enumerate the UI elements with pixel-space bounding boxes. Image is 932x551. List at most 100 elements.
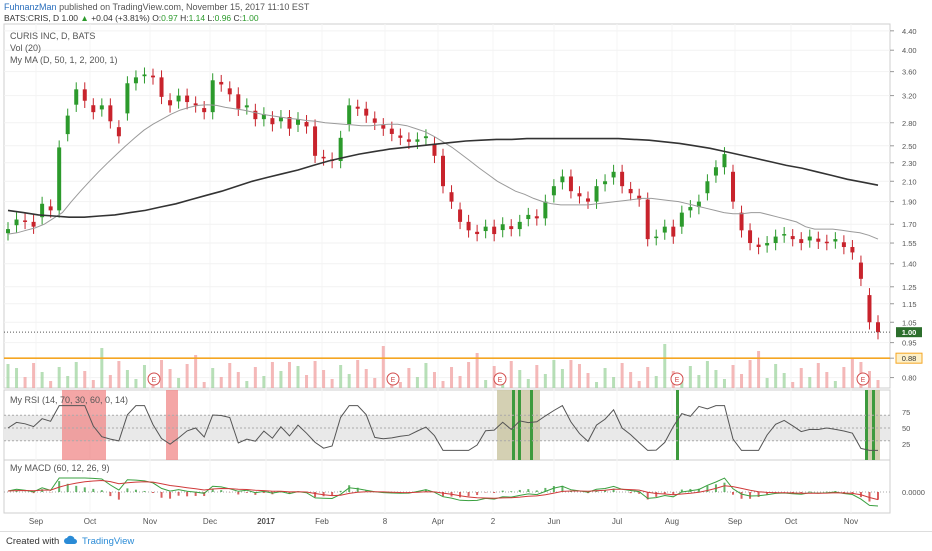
candle-body — [492, 227, 496, 234]
volume-bar — [92, 380, 95, 388]
macd-histogram-bar — [237, 492, 239, 494]
volume-bar — [58, 367, 61, 388]
volume-bar — [587, 373, 590, 388]
candle-body — [305, 122, 309, 126]
volume-bar — [194, 355, 197, 388]
macd-histogram-bar — [741, 492, 743, 499]
candle-body — [740, 213, 744, 231]
macd-histogram-bar — [92, 489, 94, 492]
price-tick-label: 1.40 — [902, 260, 917, 269]
macd-histogram-bar — [263, 492, 265, 493]
candle-body — [313, 126, 317, 155]
candle-body — [808, 237, 812, 241]
candle-body — [603, 181, 607, 184]
candle-body — [202, 108, 206, 112]
volume-bar — [279, 371, 282, 388]
candle-body — [415, 139, 419, 141]
candle-body — [211, 80, 215, 112]
price-tick-label: 4.40 — [902, 27, 917, 36]
price-tick-label: 3.20 — [902, 92, 917, 101]
time-tick-label: Oct — [785, 517, 798, 526]
candle-body — [66, 116, 70, 134]
candle-body — [850, 247, 854, 252]
volume-bar — [757, 351, 760, 388]
macd-histogram-bar — [186, 492, 188, 496]
volume-bar — [297, 366, 300, 388]
macd-histogram-bar — [220, 490, 222, 492]
candle-body — [441, 156, 445, 186]
volume-bar — [800, 368, 803, 388]
candle-body — [577, 193, 581, 196]
time-tick-label: Sep — [728, 517, 743, 526]
candle-body — [782, 234, 786, 236]
volume-bar — [442, 381, 445, 388]
price-tick-label: 3.60 — [902, 68, 917, 77]
candle-body — [160, 77, 164, 97]
candle-body — [83, 89, 87, 100]
volume-bar — [424, 363, 427, 388]
price-tick-label: 2.50 — [902, 142, 917, 151]
candle-body — [688, 207, 692, 210]
time-tick-label: 8 — [383, 517, 388, 526]
volume-bar — [7, 364, 10, 388]
candle-body — [543, 202, 547, 219]
candle-body — [484, 227, 488, 231]
candle-body — [560, 176, 564, 182]
volume-bar — [825, 372, 828, 388]
volume-bar — [433, 372, 436, 388]
macd-histogram-bar — [161, 492, 163, 498]
macd-histogram-bar — [877, 492, 879, 500]
volume-bar — [169, 369, 172, 388]
candle-body — [799, 239, 803, 243]
candle-body — [381, 125, 385, 129]
price-tick-label: 1.55 — [902, 239, 917, 248]
candle-body — [722, 154, 726, 167]
price-tick-label: 1.15 — [902, 300, 917, 309]
candle-body — [629, 189, 633, 193]
volume-bar — [697, 375, 700, 388]
candle-body — [194, 103, 198, 105]
price-tick-label: 1.90 — [902, 198, 917, 207]
candle-body — [142, 74, 146, 76]
time-tick-label: Oct — [84, 517, 97, 526]
earnings-marker-label: E — [498, 377, 503, 384]
volume-bar — [604, 368, 607, 388]
macd-histogram-bar — [152, 492, 154, 493]
volume-legend: Vol (20) — [10, 43, 41, 53]
candle-body — [705, 181, 709, 193]
price-tick-label: 2.80 — [902, 119, 917, 128]
candle-body — [356, 107, 360, 109]
candle-body — [680, 213, 684, 227]
macd-histogram-bar — [314, 492, 316, 497]
candle-body — [228, 88, 232, 94]
volume-bar — [544, 374, 547, 388]
volume-bar — [467, 362, 470, 388]
candle-body — [509, 226, 513, 229]
time-tick-label: Aug — [665, 517, 679, 526]
volume-bar — [134, 379, 137, 388]
time-tick-label: Sep — [29, 517, 44, 526]
volume-bar — [41, 372, 44, 388]
candle-body — [876, 322, 880, 332]
macd-histogram-bar — [809, 491, 811, 492]
candle-body — [270, 118, 274, 124]
volume-bar — [262, 376, 265, 388]
candle-body — [74, 89, 78, 104]
volume-bar — [689, 366, 692, 388]
candle-body — [765, 243, 769, 245]
time-tick-label: Nov — [143, 517, 157, 526]
candle-body — [236, 94, 240, 108]
candle-body — [757, 245, 761, 247]
price-tick-label: 2.10 — [902, 177, 917, 186]
macd-histogram-bar — [630, 492, 632, 493]
macd-histogram-bar — [135, 490, 137, 492]
volume-bar — [331, 379, 334, 388]
tradingview-brand[interactable]: TradingView — [82, 536, 134, 547]
volume-bar — [535, 365, 538, 388]
volume-bar — [66, 376, 69, 388]
support-price-tag-label: 0.88 — [902, 354, 917, 363]
candle-body — [620, 172, 624, 186]
candle-body — [867, 295, 871, 322]
candle-body — [859, 263, 863, 279]
